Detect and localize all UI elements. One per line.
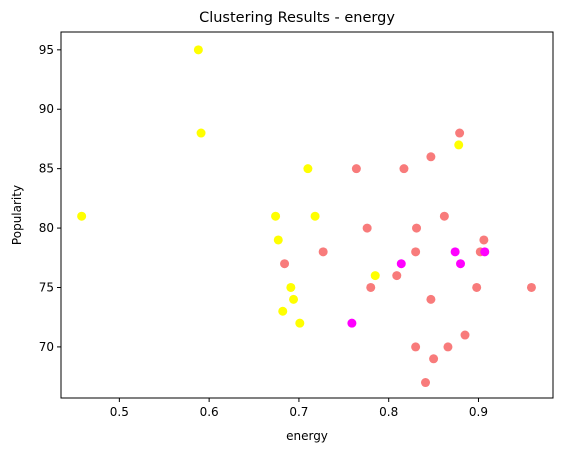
data-point-cluster-0 [411,342,421,352]
data-point-cluster-0 [280,259,290,269]
data-point-cluster-0 [455,128,465,138]
data-points [77,45,536,388]
x-tick-label: 0.6 [200,405,219,419]
data-point-cluster-0 [318,247,328,257]
data-point-cluster-0 [351,164,361,174]
y-tick-label: 95 [39,43,54,57]
x-axis-label: energy [286,429,328,443]
data-point-cluster-0 [460,330,470,340]
data-point-cluster-0 [526,282,536,292]
data-point-cluster-2 [450,247,460,257]
data-point-cluster-0 [412,223,422,233]
data-point-cluster-0 [392,271,402,281]
data-point-cluster-2 [396,259,406,269]
y-tick-label: 80 [39,221,54,235]
data-point-cluster-0 [472,282,482,292]
y-tick-label: 70 [39,340,54,354]
y-tick-label: 85 [39,162,54,176]
data-point-cluster-1 [193,45,203,55]
data-point-cluster-0 [399,164,409,174]
data-point-cluster-1 [310,211,320,221]
data-point-cluster-1 [303,164,313,174]
x-tick-label: 0.7 [289,405,308,419]
data-point-cluster-0 [411,247,421,257]
x-tick-label: 0.5 [110,405,129,419]
data-point-cluster-0 [426,152,436,162]
data-point-cluster-2 [480,247,490,257]
data-point-cluster-0 [439,211,449,221]
data-point-cluster-1 [273,235,283,245]
data-point-cluster-0 [421,378,431,388]
data-point-cluster-1 [289,294,299,304]
data-point-cluster-1 [295,318,305,328]
axis-ticks: 0.5 0.6 0.7 0.8 0.9 70 75 80 85 90 95 [39,43,488,419]
plot-area-frame [60,31,554,399]
data-point-cluster-1 [278,306,288,316]
data-point-cluster-2 [456,259,466,269]
x-tick-label: 0.9 [469,405,488,419]
data-point-cluster-1 [77,211,87,221]
data-point-cluster-0 [362,223,372,233]
data-point-cluster-1 [454,140,464,150]
data-point-cluster-1 [271,211,281,221]
data-point-cluster-0 [479,235,489,245]
chart-title: Clustering Results - energy [199,10,395,26]
y-tick-label: 90 [39,102,54,116]
data-point-cluster-1 [370,271,380,281]
y-tick-label: 75 [39,280,54,294]
data-point-cluster-1 [196,128,206,138]
data-point-cluster-0 [426,294,436,304]
data-point-cluster-0 [443,342,453,352]
x-tick-label: 0.8 [379,405,398,419]
data-point-cluster-0 [429,354,439,364]
data-point-cluster-1 [286,282,296,292]
data-point-cluster-2 [347,318,357,328]
y-axis-label: Popularity [10,185,24,245]
data-point-cluster-0 [366,282,376,292]
